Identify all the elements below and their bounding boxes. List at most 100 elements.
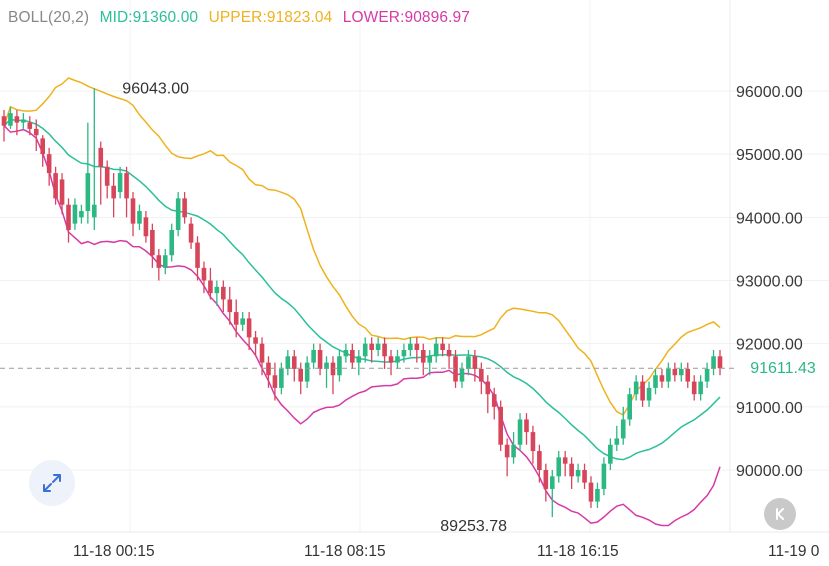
- candle: [66, 198, 71, 243]
- x-tick-label: 11-18 08:15: [304, 543, 386, 560]
- candle: [356, 349, 362, 376]
- candle: [395, 349, 400, 369]
- candle-body: [72, 204, 78, 224]
- candle: [201, 261, 207, 294]
- candle: [330, 356, 336, 395]
- mid-value: MID:91360.00: [99, 9, 199, 26]
- candle-body: [356, 356, 362, 363]
- candle: [311, 343, 316, 369]
- candle-body: [666, 368, 671, 382]
- candle-body: [698, 381, 703, 395]
- candle-body: [27, 122, 33, 129]
- candle-body: [21, 119, 26, 123]
- candle: [672, 362, 678, 382]
- candle: [104, 160, 110, 199]
- candle-body: [401, 349, 407, 357]
- candle: [324, 356, 329, 388]
- candle-body: [46, 154, 52, 174]
- candle-body: [537, 451, 542, 470]
- candle: [491, 387, 497, 420]
- candle-body: [620, 419, 626, 439]
- candle-body: [104, 166, 110, 186]
- candle-body: [485, 381, 491, 395]
- candle: [98, 141, 104, 205]
- candle-body: [182, 198, 187, 218]
- candle-body: [491, 394, 497, 407]
- candle: [317, 343, 323, 376]
- candle: [285, 349, 291, 376]
- candle: [646, 381, 652, 407]
- candle: [427, 349, 433, 376]
- candle: [382, 337, 387, 369]
- y-tick-label: 94000.00: [736, 210, 803, 227]
- candle: [79, 204, 84, 224]
- candle: [246, 312, 252, 350]
- scroll-to-latest-icon: [776, 508, 784, 520]
- candle-body: [382, 343, 387, 357]
- candle: [27, 116, 33, 136]
- candle: [369, 337, 374, 363]
- candle: [678, 362, 684, 382]
- candle: [408, 337, 413, 357]
- candle: [240, 312, 245, 332]
- candle: [433, 337, 439, 363]
- candle-body: [685, 368, 691, 382]
- candle-body: [543, 470, 549, 489]
- current-price-label: 91611.43: [737, 357, 829, 381]
- candle: [182, 192, 187, 224]
- candle-body: [253, 337, 258, 344]
- candle-body: [266, 362, 271, 376]
- candle: [124, 166, 129, 218]
- candle-body: [137, 211, 142, 224]
- candle: [562, 451, 568, 477]
- y-tick-label: 92000.00: [736, 337, 803, 354]
- candle-body: [627, 394, 632, 420]
- candle-body: [279, 368, 284, 388]
- x-tick-label: 11-18 16:15: [537, 543, 619, 560]
- candle-body: [240, 318, 245, 325]
- candle: [691, 375, 697, 401]
- candle: [704, 362, 710, 388]
- bollinger-bands: [3, 77, 721, 527]
- candle: [504, 438, 510, 477]
- candle: [233, 299, 239, 338]
- candle-body: [201, 267, 207, 281]
- lower-band-line: [3, 125, 721, 527]
- candle-body: [362, 343, 368, 357]
- candle-body: [259, 343, 265, 363]
- candle-body: [14, 116, 20, 123]
- candle-body: [304, 362, 310, 382]
- candle: [8, 106, 13, 129]
- candle-body: [79, 211, 84, 218]
- candle: [150, 223, 155, 268]
- candle-body: [188, 223, 194, 243]
- candle: [221, 280, 226, 313]
- candle: [337, 349, 342, 382]
- candle-body: [53, 173, 58, 199]
- scroll-to-latest-button[interactable]: [764, 498, 796, 530]
- candle-body: [711, 356, 716, 369]
- candle: [53, 166, 58, 205]
- candle-body: [317, 349, 323, 369]
- candle: [666, 362, 671, 388]
- y-tick-label: 91000.00: [736, 400, 803, 417]
- candle: [156, 248, 162, 281]
- candle-body: [569, 463, 574, 477]
- candle: [653, 368, 658, 395]
- candle-body: [608, 444, 613, 464]
- candle: [343, 343, 349, 363]
- expand-button[interactable]: [29, 460, 75, 506]
- candle: [453, 349, 458, 388]
- candle-body: [311, 349, 316, 363]
- candle: [595, 482, 600, 508]
- candle-body: [678, 368, 684, 376]
- candle: [46, 147, 52, 186]
- candle-body: [595, 488, 600, 502]
- candle: [717, 349, 723, 376]
- candle: [711, 349, 716, 376]
- candle: [479, 362, 484, 395]
- candle: [640, 375, 645, 407]
- candle: [304, 356, 310, 388]
- candle-body: [343, 349, 349, 357]
